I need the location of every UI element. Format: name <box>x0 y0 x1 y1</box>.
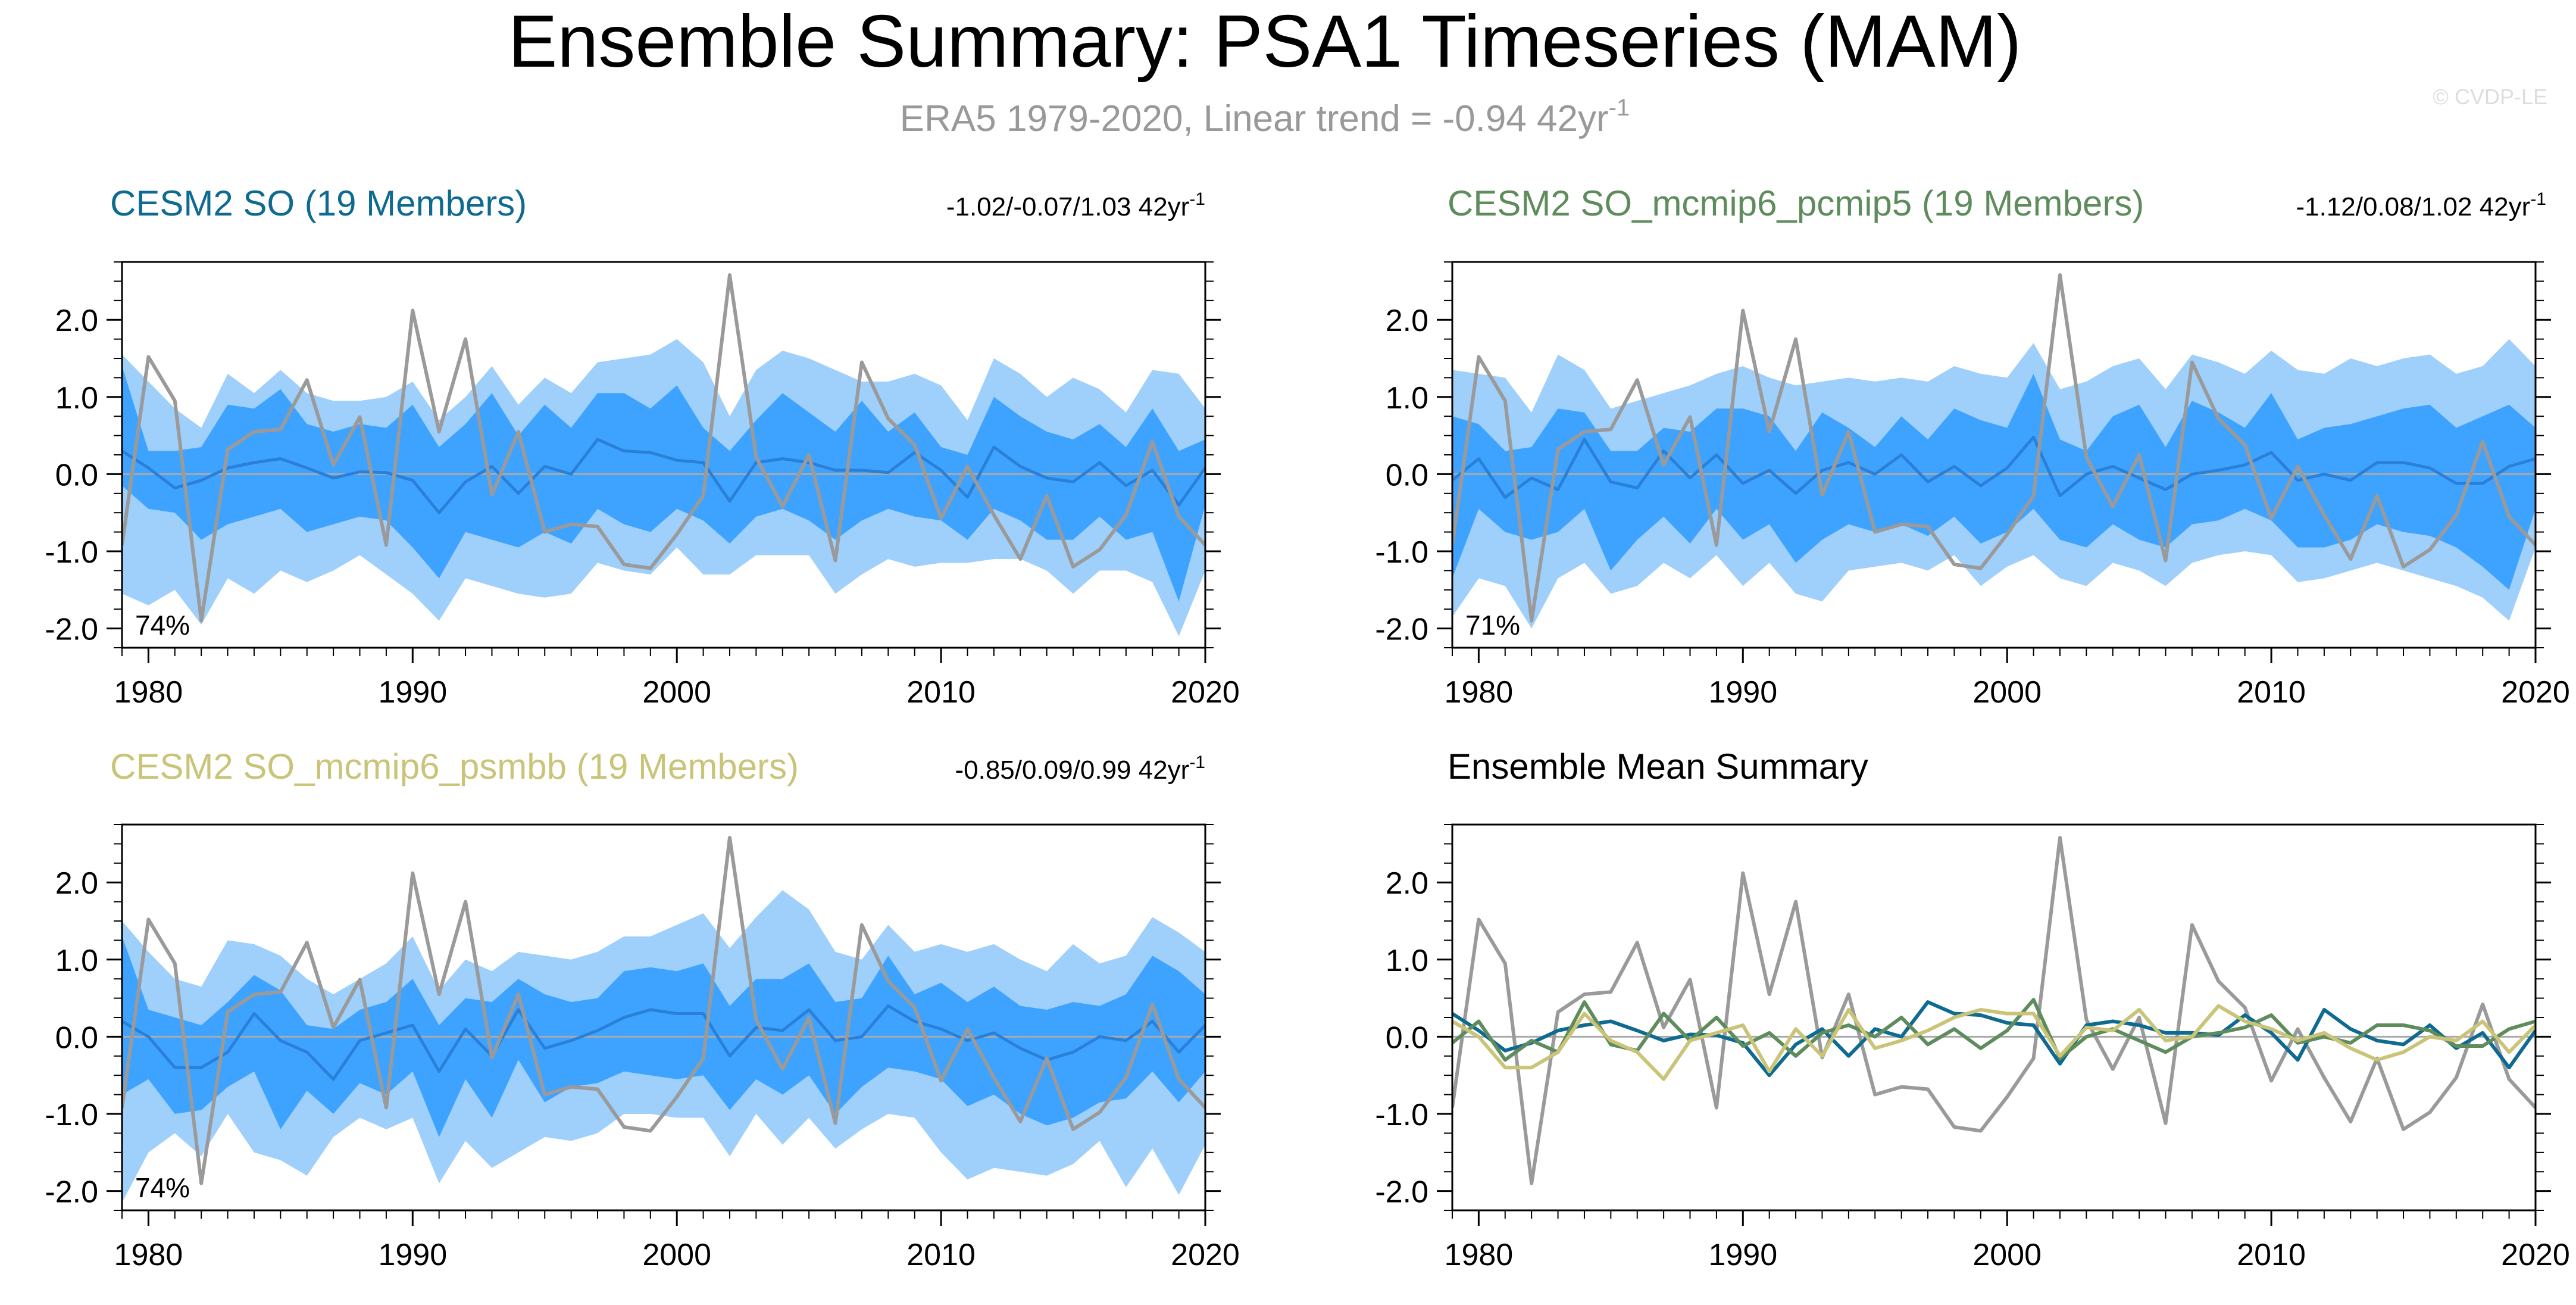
x-tick-label: 1980 <box>1445 1238 1514 1272</box>
observed-era5-line <box>1452 273 2536 623</box>
plot-area <box>122 836 1205 1203</box>
x-tick-label: 2010 <box>2237 1238 2306 1272</box>
credit-watermark: © CVDP-LE <box>2433 85 2547 109</box>
observed-era5-line <box>122 836 1205 1185</box>
y-tick-label: -1.0 <box>45 535 98 570</box>
x-tick-label: 1980 <box>114 675 183 710</box>
y-tick-label: -2.0 <box>45 1175 98 1210</box>
ensemble-mean-line <box>122 1004 1205 1081</box>
plot-area <box>1452 273 2536 629</box>
panel-cesm2-so: -2.0 -1.0 0.0 1.0 2.0 1980 1990 2000 2010 2020 CES… <box>45 183 1239 710</box>
plot-area <box>122 273 1205 636</box>
x-tick-label: 2020 <box>1171 675 1240 710</box>
x-tick-label: 2000 <box>1972 675 2042 710</box>
y-tick-label: 2.0 <box>1386 866 1428 901</box>
y-tick-label: -1.0 <box>45 1098 98 1132</box>
panel-cesm2-so-psmbb: -2.0 -1.0 0.0 1.0 2.0 1980 1990 2000 2010 2020 CES… <box>45 747 1239 1272</box>
y-tick-label: -2.0 <box>1375 613 1428 647</box>
y-tick-label: 0.0 <box>55 458 98 492</box>
x-tick-label: 2000 <box>1972 1238 2042 1272</box>
x-tick-label: 1990 <box>378 675 447 710</box>
y-tick-label: 0.0 <box>1386 1020 1428 1055</box>
inner-spread-band <box>122 366 1205 602</box>
series-line-cesm2-so-mcmip6-pcmip5 <box>1452 998 2536 1062</box>
y-tick-label: 2.0 <box>55 866 98 901</box>
x-tick-label: 1980 <box>114 1238 183 1272</box>
y-tick-label: 1.0 <box>55 381 98 416</box>
x-tick-label: 2010 <box>906 1238 976 1272</box>
y-tick-label: 2.0 <box>1386 304 1428 338</box>
x-tick-label: 2020 <box>2501 675 2570 710</box>
percent-label: 74% <box>135 610 190 641</box>
panel-cesm2-so-pcmip5: -2.0 -1.0 0.0 1.0 2.0 1980 1990 2000 2010 2020 CES… <box>1375 183 2569 710</box>
y-tick-label: 2.0 <box>55 304 98 338</box>
x-tick-label: 2010 <box>2237 675 2306 710</box>
y-tick-label: -2.0 <box>1375 1175 1428 1210</box>
y-tick-label: -1.0 <box>1375 535 1428 570</box>
observed-era5-line <box>122 273 1205 623</box>
percent-label: 71% <box>1465 610 1520 641</box>
x-tick-label: 1990 <box>1708 1238 1777 1272</box>
ensemble-mean-line <box>122 438 1205 514</box>
x-tick-label: 1990 <box>378 1238 447 1272</box>
x-tick-label: 2000 <box>642 1238 711 1272</box>
percent-label: 74% <box>135 1172 190 1203</box>
panel-stats: -1.12/0.08/1.02 42yr-1 <box>2296 189 2546 221</box>
figure-subtitle: ERA5 1979-2020, Linear trend = -0.94 42y… <box>900 95 1630 139</box>
figure-title: Ensemble Summary: PSA1 Timeseries (MAM) <box>508 1 2022 83</box>
panel-stats: -0.85/0.09/0.99 42yr-1 <box>955 753 1205 785</box>
series-line-cesm2-so-mcmip6-psmbb <box>1452 1004 2536 1081</box>
x-tick-label: 2000 <box>642 675 711 710</box>
x-tick-label: 2020 <box>1171 1238 1240 1272</box>
y-tick-label: 1.0 <box>1386 381 1428 416</box>
series-line-era5 <box>1452 836 2536 1185</box>
y-tick-label: 0.0 <box>1386 458 1428 492</box>
panel-title: CESM2 SO_mcmip6_pcmip5 (19 Members) <box>1448 183 2144 223</box>
y-tick-label: 1.0 <box>1386 944 1428 978</box>
x-tick-label: 2010 <box>906 675 976 710</box>
x-tick-label: 1980 <box>1445 675 1514 710</box>
y-tick-label: -2.0 <box>45 613 98 647</box>
panel-stats: -1.02/-0.07/1.03 42yr-1 <box>946 189 1205 221</box>
y-tick-label: -1.0 <box>1375 1098 1428 1132</box>
panel-title: Ensemble Mean Summary <box>1448 747 1868 786</box>
panel-title: CESM2 SO (19 Members) <box>110 183 527 223</box>
panel-title: CESM2 SO_mcmip6_psmbb (19 Members) <box>110 747 799 786</box>
inner-spread-band <box>1452 373 2536 590</box>
plot-area <box>1452 836 2536 1185</box>
y-tick-label: 0.0 <box>55 1020 98 1055</box>
x-tick-label: 1990 <box>1708 675 1777 710</box>
panel-ensemble-mean-summary: -2.0 -1.0 0.0 1.0 2.0 1980 1990 2000 2010 2020 Ens… <box>1375 747 2569 1272</box>
y-tick-label: 1.0 <box>55 944 98 978</box>
series-line-cesm2-so <box>1452 1000 2536 1078</box>
x-tick-label: 2020 <box>2501 1238 2570 1272</box>
ensemble-mean-line <box>1452 435 2536 499</box>
